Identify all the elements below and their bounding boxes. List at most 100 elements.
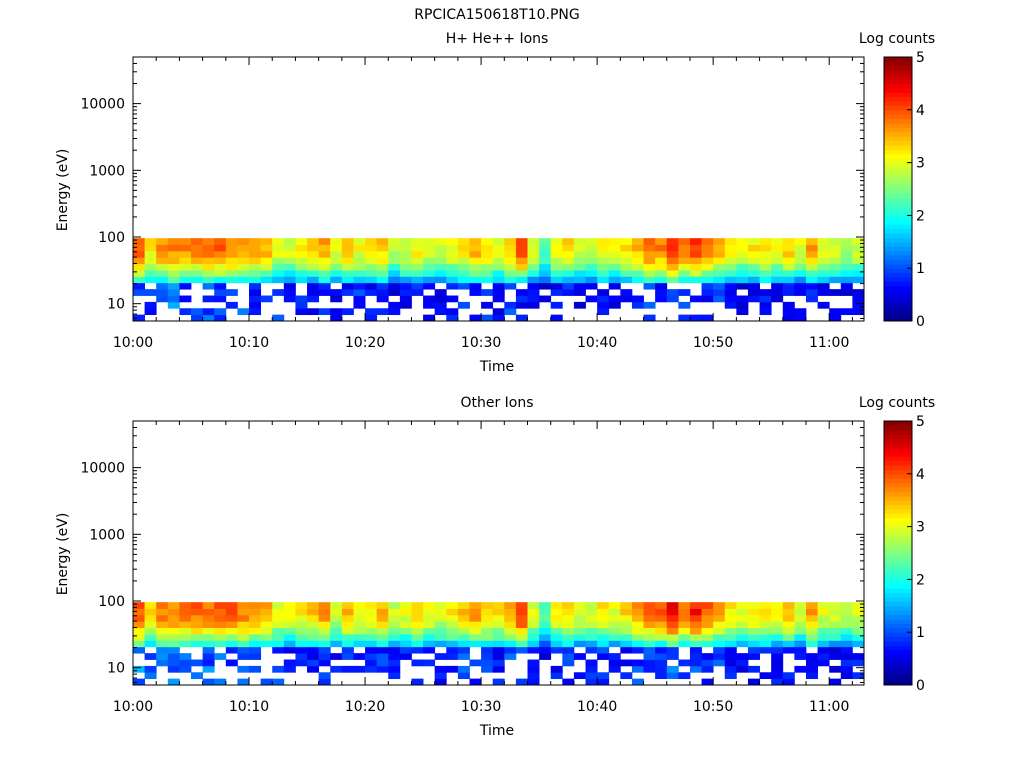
heatmap-cell bbox=[829, 627, 842, 635]
heatmap-cell bbox=[771, 621, 784, 629]
heatmap-cell bbox=[469, 634, 482, 641]
heatmap-cell bbox=[852, 244, 865, 252]
heatmap-cell bbox=[376, 289, 389, 296]
heatmap-cell bbox=[701, 665, 714, 673]
figure-title: RPCICA150618T10.PNG bbox=[414, 7, 579, 23]
heatmap-cell bbox=[817, 640, 830, 648]
heatmap-cell bbox=[550, 244, 563, 252]
heatmap-cell bbox=[620, 608, 633, 616]
heatmap-cell bbox=[759, 634, 772, 641]
heatmap-cell bbox=[504, 653, 517, 660]
heatmap-cell bbox=[260, 614, 273, 622]
heatmap-cell bbox=[631, 665, 644, 673]
heatmap-cell bbox=[330, 314, 343, 322]
colorbar-segment bbox=[884, 92, 912, 98]
heatmap-cell bbox=[666, 238, 679, 245]
heatmap-cell bbox=[527, 238, 540, 245]
heatmap-cell bbox=[771, 659, 784, 667]
heatmap-cell bbox=[805, 602, 818, 609]
heatmap-cell bbox=[573, 653, 586, 660]
heatmap-cell bbox=[527, 244, 540, 252]
heatmap-cell bbox=[550, 276, 563, 284]
heatmap-cell bbox=[597, 263, 610, 271]
heatmap-cell bbox=[805, 257, 818, 265]
heatmap-cell bbox=[643, 244, 656, 252]
heatmap-cell bbox=[179, 665, 192, 673]
heatmap-cell bbox=[736, 238, 749, 245]
heatmap-cell bbox=[840, 276, 853, 284]
heatmap-cell bbox=[747, 678, 760, 686]
heatmap-cell bbox=[597, 301, 610, 309]
heatmap-cell bbox=[388, 653, 401, 660]
heatmap-cell bbox=[457, 244, 470, 252]
heatmap-cell bbox=[771, 678, 784, 686]
colorbar-tick-label: 5 bbox=[916, 50, 925, 66]
heatmap-cell bbox=[620, 238, 633, 245]
heatmap-cell bbox=[573, 276, 586, 284]
heatmap-cell bbox=[829, 614, 842, 622]
heatmap-cell bbox=[307, 238, 320, 245]
heatmap-cell bbox=[829, 308, 842, 316]
heatmap-cell bbox=[318, 263, 331, 271]
heatmap-cell bbox=[562, 244, 575, 252]
heatmap-cell bbox=[295, 640, 308, 648]
heatmap-cell bbox=[388, 301, 401, 309]
heatmap-cell bbox=[736, 282, 749, 290]
heatmap-cell bbox=[805, 621, 818, 629]
heatmap-cell bbox=[411, 289, 424, 296]
heatmap-cell bbox=[283, 289, 296, 296]
heatmap-cell bbox=[562, 627, 575, 635]
heatmap-cell bbox=[295, 295, 308, 303]
heatmap-cell bbox=[782, 621, 795, 629]
heatmap-cell bbox=[237, 270, 250, 277]
heatmap-cell bbox=[840, 250, 853, 258]
heatmap-cell bbox=[782, 308, 795, 316]
heatmap-cell bbox=[504, 263, 517, 271]
heatmap-cell bbox=[434, 270, 447, 277]
heatmap-cell bbox=[179, 282, 192, 290]
heatmap-cell bbox=[759, 646, 772, 654]
heatmap-cell bbox=[817, 634, 830, 641]
heatmap-cell bbox=[724, 621, 737, 629]
heatmap-cell bbox=[852, 640, 865, 648]
heatmap-cell bbox=[562, 653, 575, 660]
heatmap-cell bbox=[794, 250, 807, 258]
heatmap-cell bbox=[771, 634, 784, 641]
heatmap-cell bbox=[272, 257, 285, 265]
heatmap-cell bbox=[678, 238, 691, 245]
heatmap-cell bbox=[597, 646, 610, 654]
heatmap-cell bbox=[852, 276, 865, 284]
heatmap-cell bbox=[249, 238, 262, 245]
heatmap-cell bbox=[167, 270, 180, 277]
heatmap-cell bbox=[539, 646, 552, 654]
heatmap-cell bbox=[353, 257, 366, 265]
heatmap-cell bbox=[678, 614, 691, 622]
heatmap-cell bbox=[562, 602, 575, 609]
heatmap-cell bbox=[759, 602, 772, 609]
heatmap-cell bbox=[608, 653, 621, 660]
heatmap-cell bbox=[504, 238, 517, 245]
heatmap-cell bbox=[724, 276, 737, 284]
heatmap-cell bbox=[539, 614, 552, 622]
heatmap-cell bbox=[504, 250, 517, 258]
heatmap-cell bbox=[539, 276, 552, 284]
heatmap-cell bbox=[840, 244, 853, 252]
heatmap-cell bbox=[423, 282, 436, 290]
heatmap-cell bbox=[829, 314, 842, 322]
heatmap-cell bbox=[318, 678, 331, 686]
heatmap-cell bbox=[655, 627, 668, 635]
colorbar-segment bbox=[884, 219, 912, 225]
heatmap-cell bbox=[307, 244, 320, 252]
heatmap-cell bbox=[388, 602, 401, 609]
heatmap-cell bbox=[794, 289, 807, 296]
heatmap-cell bbox=[504, 640, 517, 648]
heatmap-cell bbox=[399, 257, 412, 265]
colorbar-segment bbox=[884, 224, 912, 230]
heatmap-cell bbox=[376, 602, 389, 609]
colorbar-segment bbox=[884, 482, 912, 488]
heatmap-cell bbox=[620, 257, 633, 265]
heatmap-cell bbox=[655, 289, 668, 296]
heatmap-cell bbox=[446, 665, 459, 673]
heatmap-cell bbox=[562, 276, 575, 284]
heatmap-cell bbox=[191, 276, 204, 284]
